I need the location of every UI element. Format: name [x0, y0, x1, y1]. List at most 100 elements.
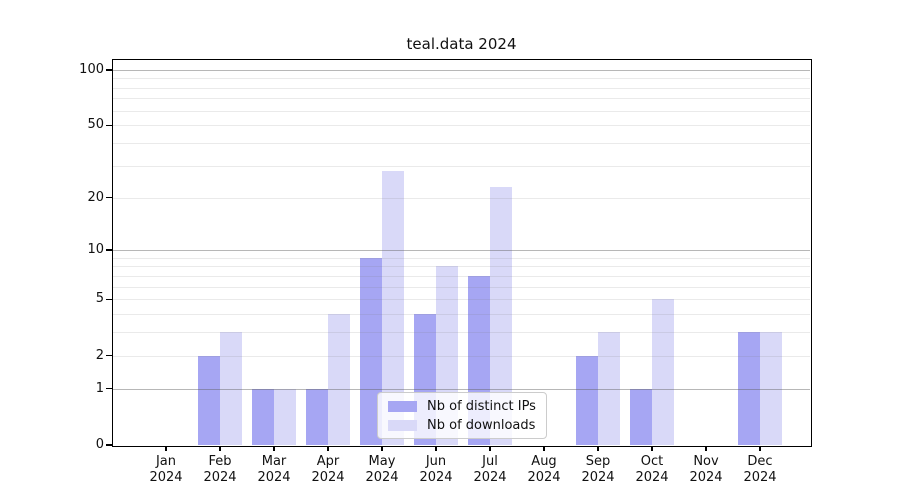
x-tick-month-jan-2024: Jan	[155, 454, 177, 469]
gridline-minor-2	[113, 355, 810, 357]
x-tick-month-jun-2024: Jun	[425, 454, 447, 469]
bar-nb-of-distinct-ips-feb-2024	[198, 355, 220, 445]
x-tick-mark-sep-2024	[597, 446, 599, 451]
x-tick-label-oct-2024: Oct 2024	[620, 454, 684, 486]
gridline-major-10	[113, 250, 810, 252]
y-tick-label-0: 0	[95, 437, 104, 452]
bar-nb-of-distinct-ips-sep-2024	[576, 355, 598, 445]
x-tick-mark-oct-2024	[651, 446, 653, 451]
legend-item-downloads: Nb of downloads	[388, 417, 536, 433]
y-tick-label-50: 50	[87, 117, 104, 133]
x-tick-month-feb-2024: Feb	[208, 454, 232, 469]
x-tick-label-nov-2024: Nov 2024	[674, 454, 738, 486]
gridline-minor-7	[113, 275, 810, 277]
y-tick-mark-1	[105, 387, 112, 390]
y-tick-label-20: 20	[87, 189, 104, 205]
y-tick-mark-2	[105, 354, 112, 357]
y-tick-mark-50	[105, 124, 112, 127]
x-tick-mark-feb-2024	[219, 446, 221, 451]
gridline-minor-30	[113, 165, 810, 167]
x-tick-label-may-2024: May 2024	[350, 454, 414, 486]
gridline-major-100	[113, 69, 810, 71]
bar-nb-of-distinct-ips-oct-2024	[630, 388, 652, 445]
gridline-minor-70	[113, 98, 810, 100]
x-tick-month-aug-2024: Aug	[531, 454, 557, 469]
x-tick-label-jul-2024: Jul 2024	[458, 454, 522, 486]
y-tick-label-100: 100	[79, 61, 104, 77]
x-tick-label-dec-2024: Dec 2024	[728, 454, 792, 486]
y-tick-mark-100	[105, 69, 112, 71]
bar-nb-of-distinct-ips-dec-2024	[738, 332, 760, 445]
x-tick-label-mar-2024: Mar 2024	[242, 454, 306, 486]
gridline-minor-4	[113, 314, 810, 316]
legend-label-downloads: Nb of downloads	[427, 417, 536, 433]
x-tick-month-apr-2024: Apr	[316, 454, 340, 469]
gridline-minor-60	[113, 110, 810, 112]
x-tick-mark-aug-2024	[543, 446, 545, 451]
x-tick-year-nov-2024: 2024	[689, 470, 723, 485]
bar-nb-of-downloads-oct-2024	[652, 299, 674, 445]
x-tick-label-sep-2024: Sep 2024	[566, 454, 630, 486]
x-tick-mark-mar-2024	[273, 446, 275, 451]
gridline-minor-20	[113, 197, 810, 199]
legend-label-distinct-ips: Nb of distinct IPs	[427, 398, 536, 414]
x-tick-month-dec-2024: Dec	[747, 454, 773, 469]
x-tick-mark-nov-2024	[705, 446, 707, 451]
gridline-minor-5	[113, 299, 810, 301]
x-tick-month-may-2024: May	[368, 454, 396, 469]
legend-swatch-downloads	[388, 419, 417, 431]
x-tick-mark-apr-2024	[327, 446, 329, 451]
gridline-minor-80	[113, 87, 810, 89]
x-tick-mark-jan-2024	[165, 446, 167, 451]
x-tick-year-mar-2024: 2024	[257, 470, 291, 485]
x-tick-year-apr-2024: 2024	[311, 470, 345, 485]
gridline-minor-8	[113, 266, 810, 268]
x-tick-label-aug-2024: Aug 2024	[512, 454, 576, 486]
plot-area: Nb of distinct IPs Nb of downloads	[111, 58, 812, 447]
bar-nb-of-downloads-may-2024	[382, 171, 404, 445]
bar-nb-of-downloads-feb-2024	[220, 332, 242, 445]
x-tick-label-feb-2024: Feb 2024	[188, 454, 252, 486]
x-tick-mark-dec-2024	[759, 446, 761, 451]
y-tick-label-1: 1	[95, 380, 104, 396]
x-tick-month-nov-2024: Nov	[693, 454, 719, 469]
gridline-minor-9	[113, 257, 810, 259]
x-tick-year-jun-2024: 2024	[419, 470, 453, 485]
legend: Nb of distinct IPs Nb of downloads	[377, 392, 547, 439]
y-tick-label-10: 10	[87, 242, 104, 258]
y-tick-mark-20	[105, 196, 112, 199]
gridlines-layer	[113, 60, 810, 445]
x-tick-year-jul-2024: 2024	[473, 470, 507, 485]
y-tick-mark-0	[105, 444, 112, 446]
x-tick-year-dec-2024: 2024	[743, 470, 777, 485]
x-tick-mark-jul-2024	[489, 446, 491, 451]
x-tick-year-aug-2024: 2024	[527, 470, 561, 485]
x-tick-year-feb-2024: 2024	[203, 470, 237, 485]
y-tick-mark-5	[105, 298, 112, 301]
gridline-major-1	[113, 388, 810, 390]
bar-nb-of-distinct-ips-mar-2024	[252, 388, 274, 445]
x-tick-month-oct-2024: Oct	[640, 454, 664, 469]
x-tick-label-jan-2024: Jan 2024	[134, 454, 198, 486]
x-tick-month-mar-2024: Mar	[261, 454, 287, 469]
gridline-minor-50	[113, 125, 810, 127]
bar-nb-of-downloads-apr-2024	[328, 314, 350, 445]
x-tick-year-jan-2024: 2024	[149, 470, 183, 485]
chart-title: teal.data 2024	[406, 35, 517, 53]
bar-nb-of-downloads-jul-2024	[490, 186, 512, 445]
x-tick-month-jul-2024: Jul	[482, 454, 498, 469]
x-tick-year-oct-2024: 2024	[635, 470, 669, 485]
x-tick-label-apr-2024: Apr 2024	[296, 454, 360, 486]
gridline-minor-6	[113, 286, 810, 288]
bar-nb-of-distinct-ips-may-2024	[360, 257, 382, 445]
x-tick-mark-jun-2024	[435, 446, 437, 451]
bar-nb-of-downloads-sep-2024	[598, 332, 620, 445]
legend-item-distinct-ips: Nb of distinct IPs	[388, 398, 536, 414]
y-tick-label-2: 2	[95, 347, 104, 363]
x-tick-year-may-2024: 2024	[365, 470, 399, 485]
gridline-minor-40	[113, 143, 810, 145]
gridline-minor-3	[113, 332, 810, 334]
bar-nb-of-distinct-ips-apr-2024	[306, 388, 328, 445]
legend-swatch-distinct-ips	[388, 400, 417, 412]
